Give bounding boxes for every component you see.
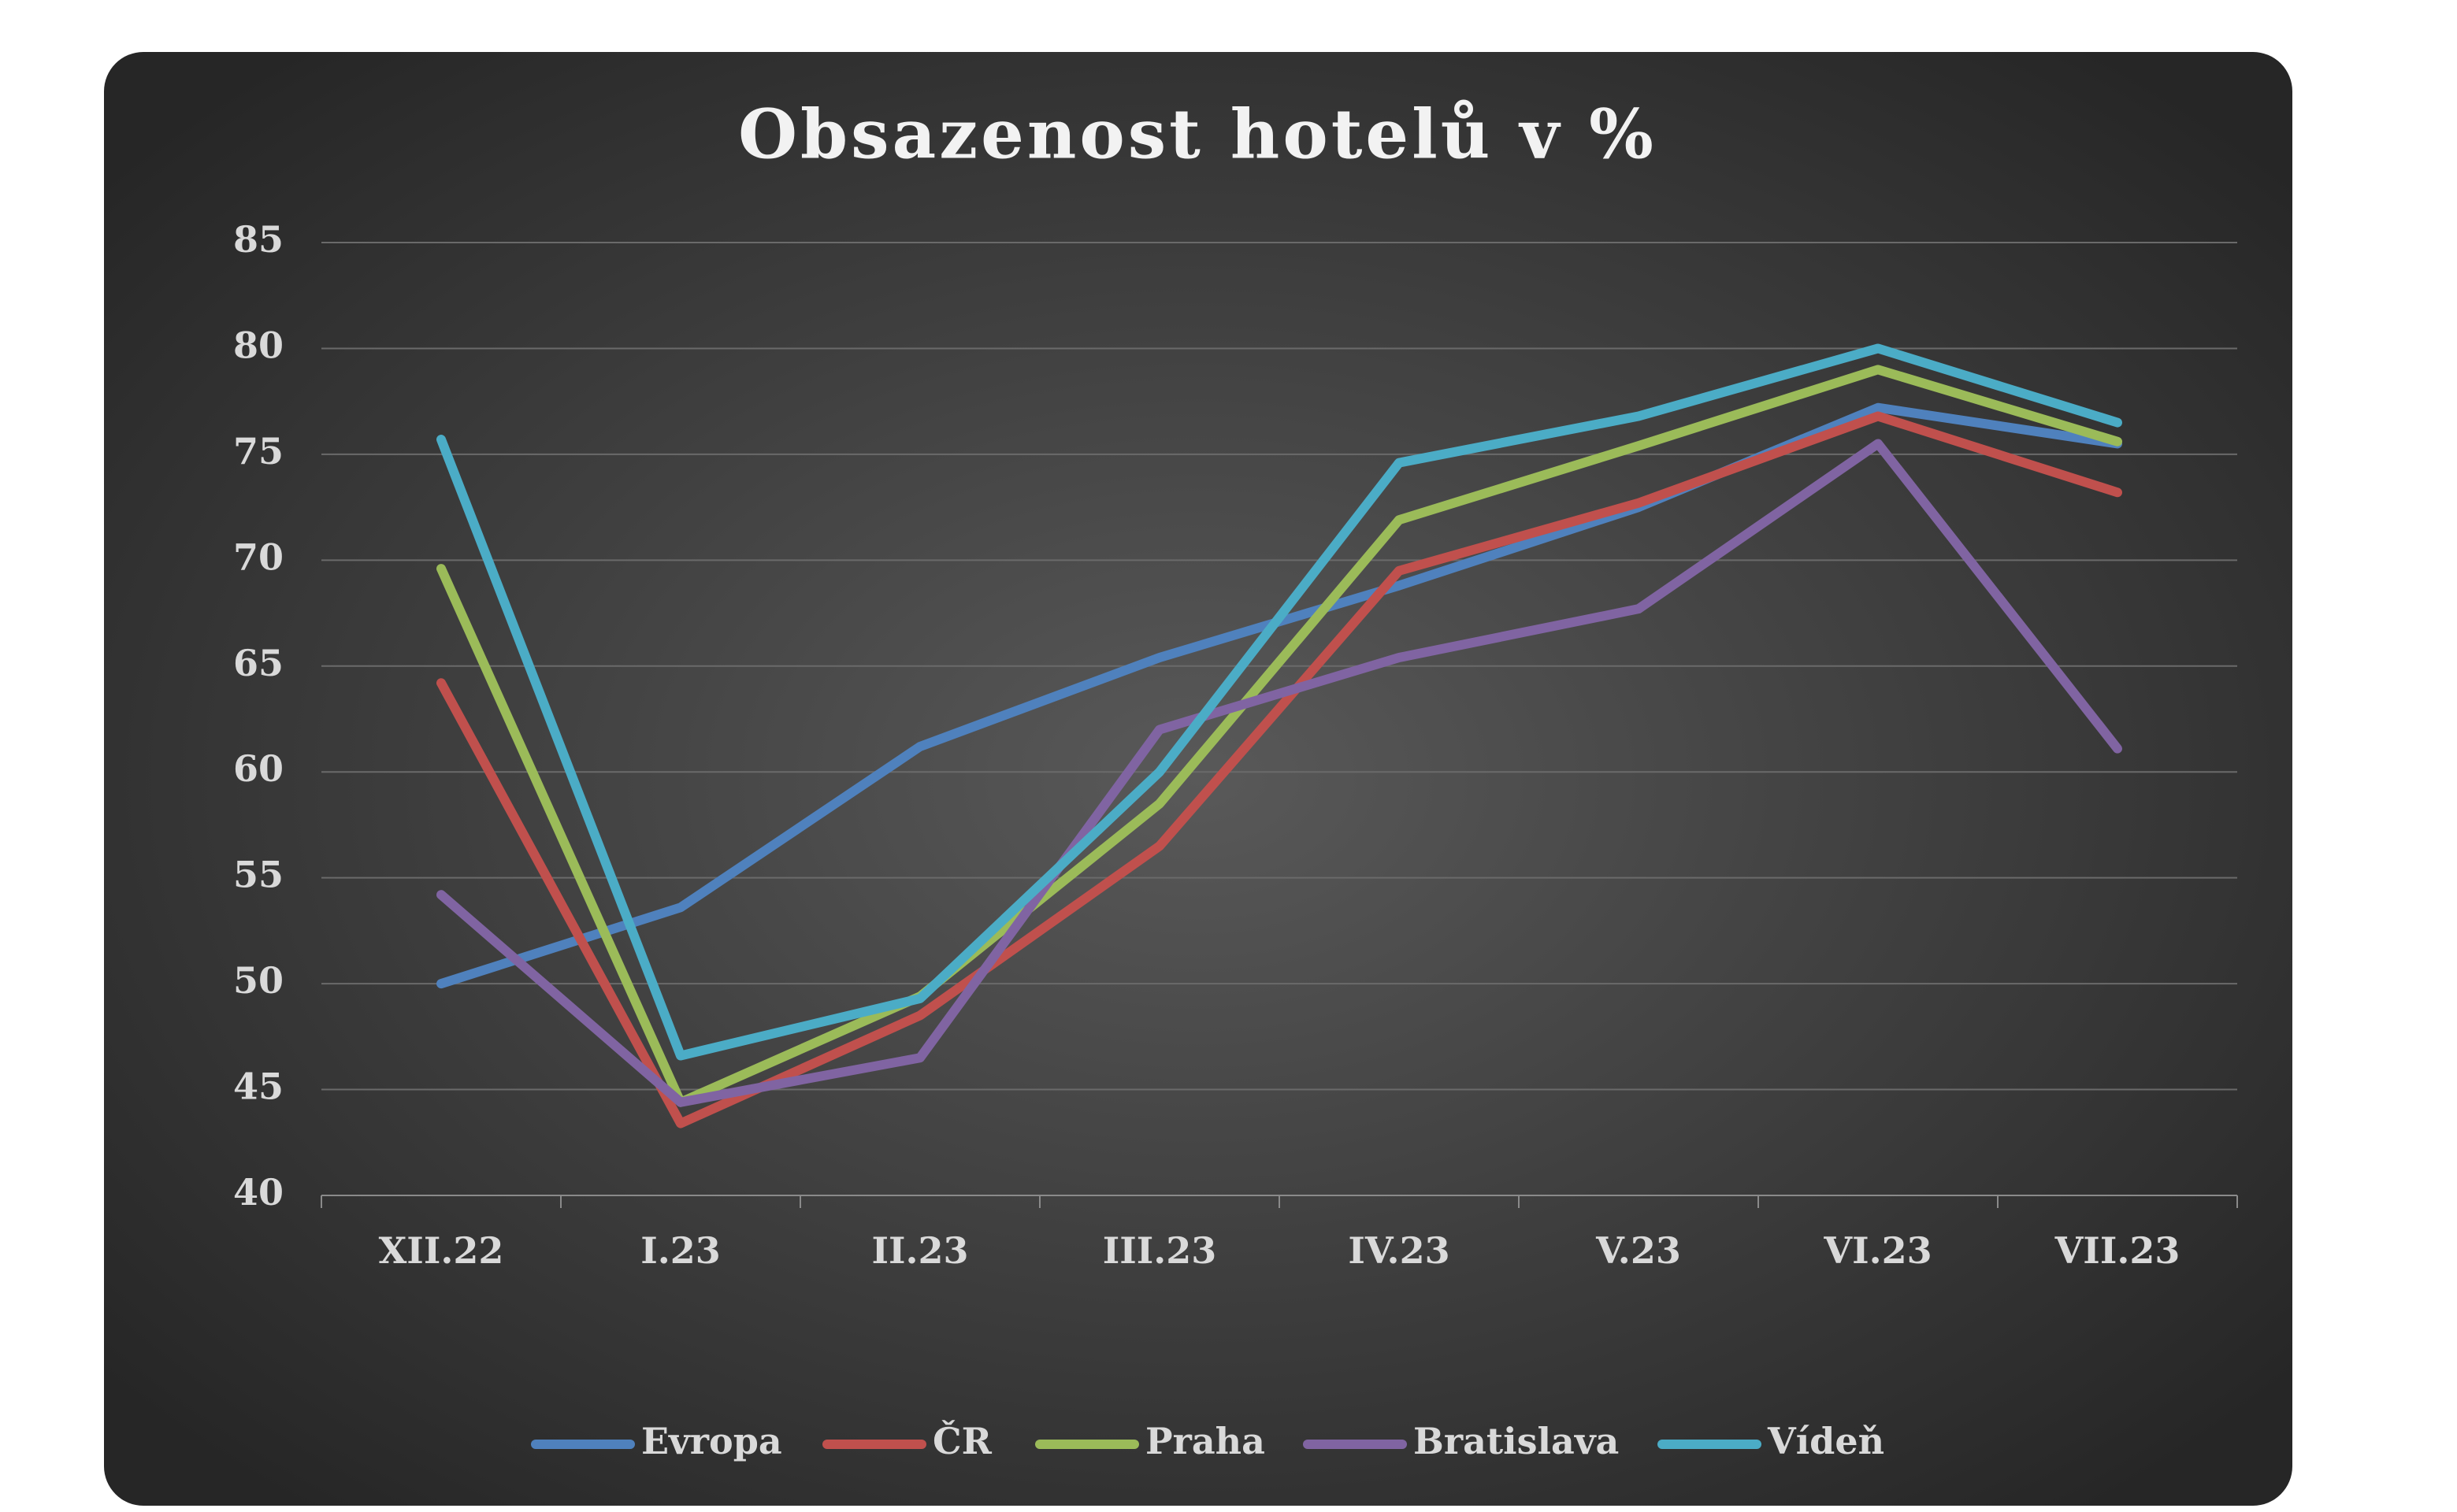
chart-title: Obsazenost hotelů v %	[738, 95, 1657, 175]
series-line	[436, 365, 2122, 1107]
series-line	[436, 439, 2122, 1107]
series-line	[436, 343, 2122, 1061]
chart-background	[104, 52, 2292, 1506]
y-tick-label: 40	[233, 1171, 284, 1214]
y-tick-label: 55	[233, 854, 284, 896]
y-tick-label: 65	[233, 642, 284, 684]
x-tick-label: XII.22	[379, 1229, 504, 1272]
x-tick-label: II.23	[871, 1229, 968, 1272]
x-tick-label: VII.23	[2054, 1229, 2180, 1272]
x-tick-label: III.23	[1103, 1229, 1217, 1272]
legend-label: Vídeň	[1767, 1420, 1884, 1462]
y-tick-label: 70	[233, 536, 284, 578]
x-tick-label: I.23	[640, 1229, 721, 1272]
x-tick-label: V.23	[1595, 1229, 1681, 1272]
legend-label: Evropa	[641, 1420, 782, 1462]
x-tick-label: VI.23	[1823, 1229, 1932, 1272]
legend-label: Bratislava	[1413, 1420, 1619, 1462]
y-tick-label: 80	[233, 324, 284, 366]
y-tick-label: 50	[233, 959, 284, 1002]
series-line	[436, 411, 2122, 1128]
y-tick-label: 45	[233, 1065, 284, 1108]
legend-label: Praha	[1145, 1420, 1265, 1462]
y-tick-label: 60	[233, 747, 284, 790]
x-tick-label: IV.23	[1348, 1229, 1449, 1272]
legend-label: ČR	[933, 1419, 993, 1462]
y-tick-label: 75	[233, 430, 284, 472]
y-tick-label: 85	[233, 218, 284, 261]
